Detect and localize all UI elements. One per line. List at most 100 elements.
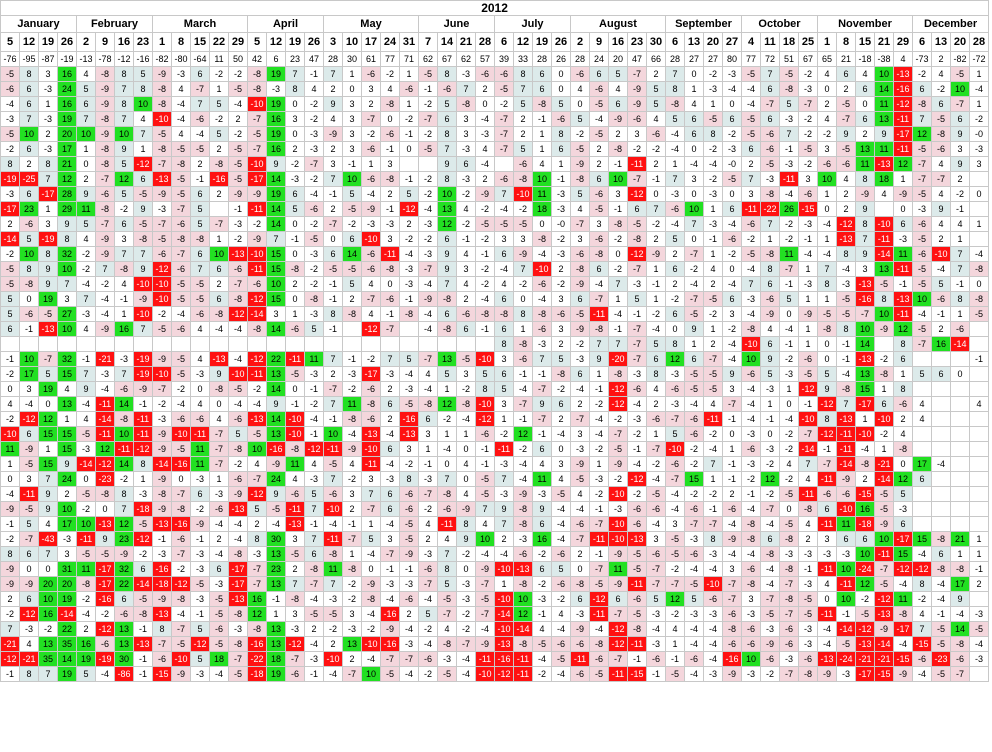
value-cell: -3 — [646, 606, 666, 622]
value-cell: -16 — [171, 516, 191, 532]
value-cell: 3 — [285, 531, 305, 547]
value-cell: -4 — [931, 456, 951, 472]
value-cell: 8 — [152, 621, 172, 637]
value-cell: 4 — [171, 126, 191, 142]
value-cell: -8 — [285, 591, 305, 607]
table-row: -4 -11 9 2 -5 -8 8 -3 -8 -7 6 -3 -9 -12 9 -6 5 -6 3 7 6 -6 -7-… — [0, 486, 990, 502]
value-cell: 5 — [475, 366, 495, 382]
value-cell: -5 — [589, 96, 609, 112]
value-cell: -6 — [570, 246, 590, 262]
table-row: -10 6 15 15 -5 -11 10 -11 -9 -10 -11 -7 5 -5 13 -10 -1 10… — [0, 426, 990, 442]
value-cell: 8 — [513, 306, 533, 322]
value-cell: -5 — [247, 126, 267, 142]
value-cell: 6 — [570, 291, 590, 307]
value-cell: -2 — [968, 111, 990, 127]
value-cell: -5 — [209, 606, 229, 622]
value-cell: -1 — [779, 276, 799, 292]
value-cell: -8 — [380, 261, 400, 277]
value-cell: 26 — [779, 201, 799, 217]
value-cell: 1 — [38, 96, 58, 112]
value-cell: 13 — [855, 141, 875, 157]
value-cell: 5 — [209, 96, 229, 112]
value-cell: -3 — [893, 231, 913, 247]
value-cell: -8 — [627, 621, 647, 637]
value-cell: 4 — [570, 81, 590, 97]
value-cell: -4 — [0, 486, 20, 502]
value-cell: -24 — [855, 561, 875, 577]
value-cell: 0 — [551, 81, 571, 97]
value-cell: 1 — [950, 306, 970, 322]
value-cell: 5 — [817, 366, 837, 382]
value-cell: 1 — [798, 291, 818, 307]
total-cell: 50 — [228, 51, 248, 67]
value-cell: -8 — [817, 321, 837, 337]
value-cell: -11 — [285, 351, 305, 367]
value-cell: 4 — [931, 66, 951, 82]
value-cell: -3 — [342, 621, 362, 637]
total-cell: -80 — [171, 51, 191, 67]
value-cell: 3 — [627, 126, 647, 142]
value-cell: 6 — [684, 351, 704, 367]
value-cell: 6 — [304, 546, 324, 562]
value-cell: 5 — [38, 366, 58, 382]
value-cell — [152, 336, 172, 352]
value-cell: -5 — [247, 426, 267, 442]
value-cell: -4 — [665, 216, 685, 232]
value-cell: 5 — [665, 426, 685, 442]
value-cell: 1 — [722, 441, 742, 457]
value-cell: 7 — [38, 171, 58, 187]
value-cell: 1 — [968, 546, 990, 562]
value-cell: -3 — [190, 591, 210, 607]
value-cell: 4 — [475, 516, 495, 532]
value-cell: -6 — [570, 666, 590, 682]
value-cell: -5 — [684, 576, 704, 592]
value-cell: -4 — [741, 396, 761, 412]
value-cell: -8 — [361, 591, 381, 607]
value-cell: 5 — [760, 366, 780, 382]
value-cell: 3 — [722, 561, 742, 577]
value-cell: -6 — [171, 216, 191, 232]
value-cell: -12 — [798, 381, 818, 397]
value-cell: -14 — [798, 441, 818, 457]
value-cell: 7 — [133, 246, 153, 262]
value-cell: 12 — [893, 471, 913, 487]
value-cell: -15 — [152, 666, 172, 682]
table-row: -2 -7 -43 -3 -11 9 23 -12 -1 -6 -1 2 -4 8 30 3 7 -11 -7 5 3-… — [0, 531, 990, 547]
day-header: 26 — [551, 32, 571, 52]
value-cell: 1 — [532, 141, 552, 157]
value-cell: -2 — [551, 231, 571, 247]
value-cell: 10 — [741, 651, 761, 667]
value-cell: -11 — [190, 426, 210, 442]
value-cell: 5 — [551, 96, 571, 112]
value-cell — [931, 381, 951, 397]
value-cell: -3 — [418, 471, 438, 487]
value-cell: -8 — [912, 96, 932, 112]
value-cell: -7 — [722, 591, 742, 607]
value-cell: 1 — [703, 201, 723, 217]
value-cell: 5 — [76, 666, 96, 682]
value-cell: -5 — [209, 591, 229, 607]
value-cell: -4 — [513, 381, 533, 397]
value-cell: 7 — [38, 666, 58, 682]
value-cell: -1 — [798, 396, 818, 412]
value-cell: -7 — [627, 66, 647, 82]
value-cell: -10 — [323, 501, 343, 517]
value-cell: -13 — [836, 411, 856, 427]
value-cell: -2 — [570, 336, 590, 352]
value-cell: -6 — [399, 501, 419, 517]
value-cell: 0 — [684, 231, 704, 247]
value-cell: -5 — [931, 666, 951, 682]
value-cell: -4 — [171, 111, 191, 127]
value-cell: -1 — [0, 516, 20, 532]
value-cell: 7 — [114, 246, 134, 262]
value-cell: 1 — [817, 231, 837, 247]
value-cell: 2 — [19, 156, 39, 172]
value-cell: 10 — [76, 126, 96, 142]
value-cell: -11 — [323, 441, 343, 457]
value-cell: -17 — [361, 366, 381, 382]
value-cell: -8 — [968, 291, 990, 307]
value-cell: -3 — [190, 471, 210, 487]
value-cell: 5 — [912, 366, 932, 382]
value-cell: -14 — [950, 336, 970, 352]
value-cell: 5 — [209, 126, 229, 142]
